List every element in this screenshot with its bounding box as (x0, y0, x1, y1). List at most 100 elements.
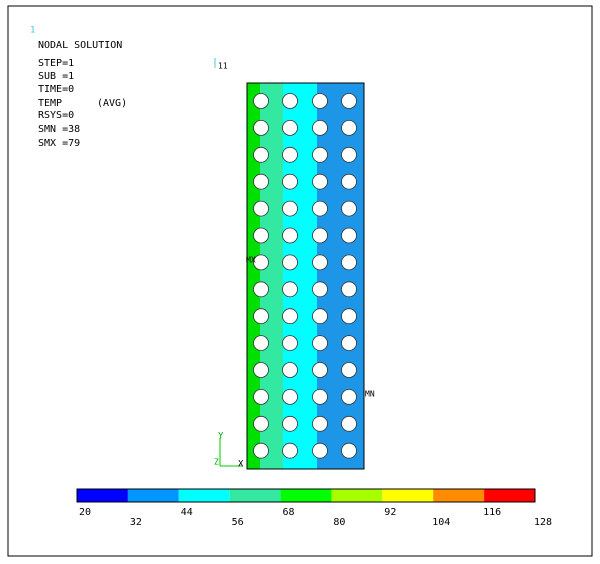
axis-triad: Y Z X (214, 432, 244, 470)
info-line: RSYS=0 (38, 110, 74, 121)
hole (341, 388, 357, 405)
plot-title: NODAL SOLUTION (38, 40, 122, 51)
legend-swatch (382, 489, 434, 502)
hole (282, 93, 298, 109)
hole (282, 362, 298, 378)
legend-label: 32 (130, 517, 142, 528)
hole (312, 281, 328, 298)
info-line: TIME=0 (38, 84, 74, 95)
hole (282, 388, 298, 405)
hole (253, 442, 269, 459)
triad-x: X (238, 460, 244, 470)
hole (253, 335, 269, 352)
hole (312, 120, 328, 136)
window-number: 1 (30, 26, 35, 36)
hole (282, 442, 298, 459)
hole (341, 335, 357, 352)
hole (341, 93, 357, 109)
legend-label: 56 (232, 517, 244, 528)
legend-label: 68 (283, 507, 295, 518)
hole (282, 200, 298, 217)
hole (312, 146, 328, 163)
legend-outline (76, 488, 536, 503)
hole (282, 146, 298, 163)
hole (253, 227, 269, 244)
info-line: SMX =79 (38, 138, 80, 149)
legend-label: 20 (79, 507, 91, 518)
hole (341, 254, 357, 271)
hole (341, 146, 357, 163)
hole (341, 120, 357, 136)
hole (253, 362, 269, 378)
hole (341, 442, 357, 459)
hole (253, 388, 269, 405)
hole (341, 200, 357, 217)
hole (312, 388, 328, 405)
contour-band (317, 83, 364, 469)
hole (341, 308, 357, 325)
info-line: SMN =38 (38, 124, 80, 135)
hole (312, 93, 328, 109)
plate-outline (246, 82, 365, 470)
hole (312, 254, 328, 271)
legend-swatch (127, 489, 179, 502)
legend-swatch (178, 489, 230, 502)
hole (253, 146, 269, 163)
legend-swatch (77, 489, 128, 502)
hole (253, 254, 269, 271)
max-marker: MX (246, 256, 256, 265)
triad-z: Z (214, 458, 219, 467)
contour-band (260, 83, 283, 469)
hole (282, 173, 298, 190)
hole (253, 415, 269, 432)
legend-label: 80 (333, 517, 345, 528)
info-line: TEMP (38, 98, 62, 109)
contour-plate (246, 82, 365, 470)
hole (282, 254, 298, 271)
hole (312, 362, 328, 378)
legend-swatch (433, 489, 485, 502)
legend-swatch (280, 489, 332, 502)
hole (312, 335, 328, 352)
contour-band (247, 83, 260, 469)
info-line: STEP=1 (38, 58, 74, 69)
hole (341, 227, 357, 244)
legend-swatch (484, 489, 535, 502)
hole (341, 362, 357, 378)
hole (282, 415, 298, 432)
hole (253, 93, 269, 109)
hole (341, 281, 357, 298)
legend-label: 116 (483, 507, 501, 518)
triad-y: Y (218, 432, 224, 442)
contour-band (283, 83, 317, 469)
hole (341, 415, 357, 432)
hole (282, 227, 298, 244)
hole (253, 308, 269, 325)
hole (312, 415, 328, 432)
hole (253, 173, 269, 190)
hole (282, 281, 298, 298)
hole (312, 173, 328, 190)
hole (253, 200, 269, 217)
min-marker: MN (365, 390, 375, 399)
legend-label: 128 (534, 517, 552, 528)
legend-swatch (331, 489, 383, 502)
hole (312, 200, 328, 217)
hole (253, 281, 269, 298)
hole (341, 173, 357, 190)
hole (282, 335, 298, 352)
hole (312, 227, 328, 244)
legend-swatch (229, 489, 281, 502)
hole (282, 308, 298, 325)
legend-label: 92 (384, 507, 396, 518)
hole (312, 442, 328, 459)
legend-label: 104 (432, 517, 450, 528)
node-label: 11 (218, 62, 228, 71)
info-line: SUB =1 (38, 71, 74, 82)
hole (312, 308, 328, 325)
legend-label: 44 (181, 507, 193, 518)
hole (253, 120, 269, 136)
hole (282, 120, 298, 136)
